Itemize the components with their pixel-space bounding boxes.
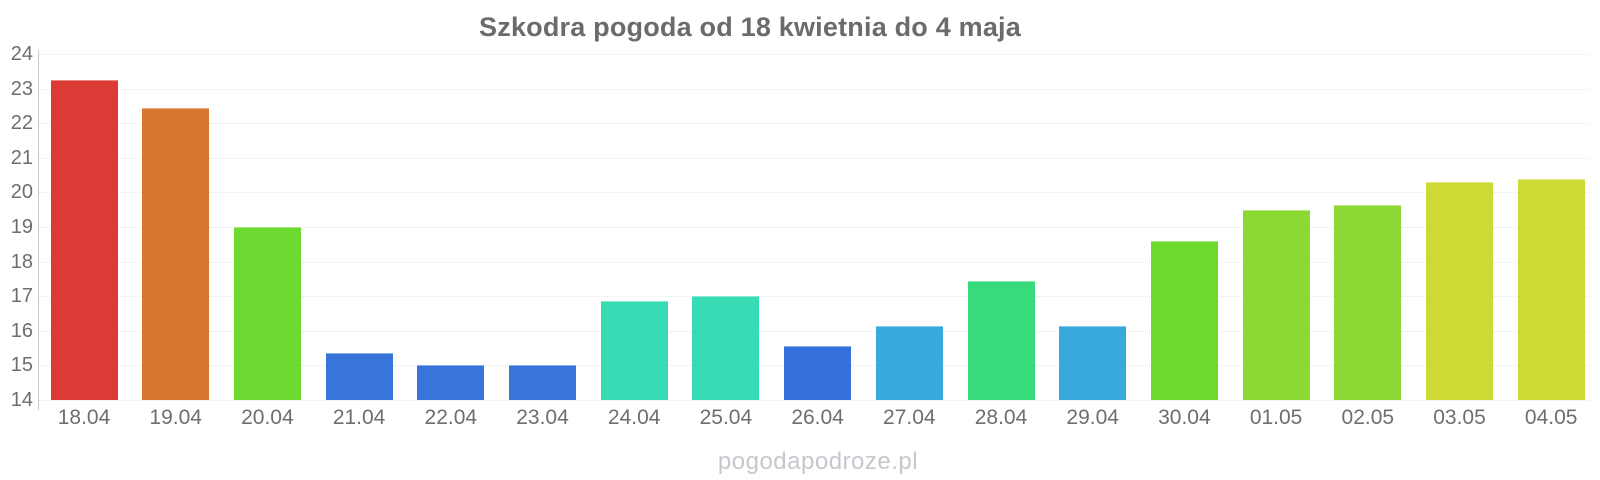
y-tick-label: 18 [10, 250, 33, 273]
bar-03.05 [1426, 182, 1493, 400]
gridline [39, 123, 1590, 125]
gridline [39, 400, 1590, 401]
x-tick-label: 18.04 [57, 406, 111, 429]
x-tick-label: 01.05 [1249, 406, 1303, 429]
bar-19.04 [142, 107, 210, 400]
bar-24.04 [600, 301, 668, 400]
x-tick-label: 22.04 [424, 406, 478, 429]
x-tick-label: 20.04 [241, 406, 294, 429]
bar-25.04 [692, 296, 760, 400]
y-tick-label: 19 [10, 216, 33, 238]
x-tick-label: 24.04 [607, 406, 661, 429]
bar-27.04 [875, 325, 943, 400]
gridline [39, 261, 1590, 263]
bar-23.04 [509, 365, 576, 400]
bar-29.04 [1059, 325, 1127, 400]
bar-21.04 [325, 353, 393, 400]
gridline [39, 54, 1590, 55]
x-tick-label: 21.04 [332, 406, 386, 429]
x-tick-label: 25.04 [699, 406, 753, 429]
y-tick-label: 16 [10, 319, 33, 342]
y-tick-label: 20 [10, 181, 33, 204]
x-tick-label: 27.04 [883, 406, 936, 429]
chart-title: Szkodra pogoda od 18 kwietnia do 4 maja [479, 12, 1021, 42]
bar-30.04 [1150, 240, 1218, 400]
y-tick-label: 17 [10, 285, 33, 308]
x-tick-label: 23.04 [516, 406, 569, 429]
x-tick-label: 28.04 [974, 406, 1028, 429]
watermark: pogodapodroze.pl [717, 448, 919, 475]
x-tick-label: 04.05 [1524, 406, 1578, 429]
y-tick-label: 21 [10, 146, 33, 169]
x-tick-label: 26.04 [791, 406, 844, 429]
bar-04.05 [1517, 178, 1585, 400]
y-axis-line [38, 50, 39, 410]
x-tick-label: 02.05 [1341, 406, 1395, 429]
y-tick-label: 22 [10, 112, 33, 135]
x-tick-label: 03.05 [1433, 406, 1486, 429]
bar-28.04 [967, 280, 1035, 400]
bar-18.04 [50, 79, 118, 400]
gridline [39, 192, 1590, 194]
x-tick-label: 29.04 [1066, 406, 1119, 429]
x-tick-label: 30.04 [1158, 406, 1211, 429]
y-tick-label: 14 [10, 389, 33, 411]
bar-26.04 [784, 346, 852, 400]
gridline [39, 88, 1590, 90]
gridline [39, 330, 1590, 332]
bar-02.05 [1334, 204, 1402, 400]
bar-01.05 [1242, 209, 1310, 400]
y-tick-label: 23 [10, 77, 33, 100]
bar-22.04 [417, 365, 485, 400]
gridline [39, 227, 1590, 228]
x-tick-label: 19.04 [149, 406, 202, 429]
gridline [39, 296, 1590, 298]
gridline [39, 157, 1590, 159]
y-tick-label: 15 [10, 354, 33, 377]
bar-20.04 [233, 227, 301, 400]
y-tick-label: 24 [10, 43, 33, 65]
